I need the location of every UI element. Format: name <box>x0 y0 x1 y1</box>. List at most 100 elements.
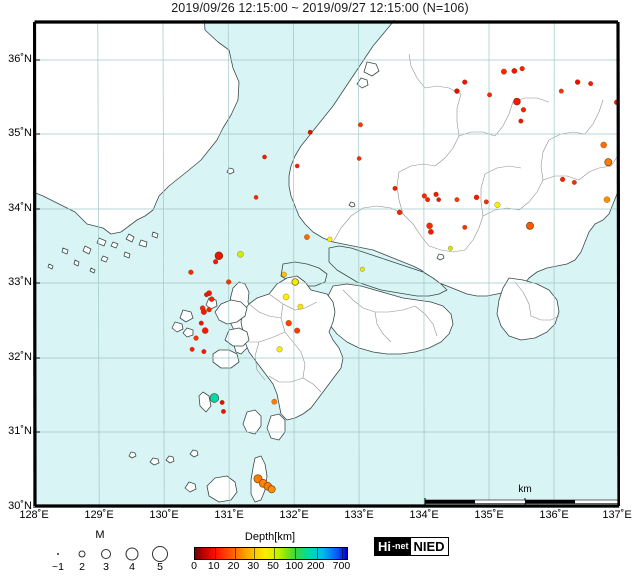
epicenter-marker[interactable] <box>262 154 267 160</box>
epicenter-marker[interactable] <box>253 195 259 200</box>
depth-label-100: 100 <box>285 560 304 572</box>
epicenter-marker[interactable] <box>462 79 468 85</box>
kuchinoerabu-island <box>184 481 197 493</box>
epicenter-marker[interactable] <box>518 118 524 124</box>
lon-tick-136: 136˚E <box>539 509 569 521</box>
epicenter-marker[interactable] <box>282 293 290 301</box>
epicenter-marker[interactable] <box>214 251 224 260</box>
epicenter-marker[interactable] <box>574 79 581 85</box>
epicenter-marker[interactable] <box>200 308 207 315</box>
oki-island-1 <box>363 61 380 77</box>
epicenter-marker[interactable] <box>392 185 398 191</box>
epicenter-marker[interactable] <box>428 229 434 235</box>
epicenter-marker[interactable] <box>297 303 304 310</box>
hinet-logo-text: Hi -net <box>375 538 411 555</box>
epicenter-marker[interactable] <box>558 88 564 94</box>
osumi-small-island-1 <box>149 457 160 466</box>
osumi-small-island-3 <box>128 451 137 459</box>
epicenter-marker[interactable] <box>500 68 507 75</box>
epicenter-marker[interactable] <box>193 335 199 341</box>
epicenter-marker[interactable] <box>421 193 427 199</box>
epicenter-marker[interactable] <box>494 201 501 208</box>
epicenter-marker[interactable] <box>209 296 215 302</box>
epicenter-marker[interactable] <box>487 92 492 98</box>
epicenter-marker[interactable] <box>276 346 283 353</box>
korea-island-12 <box>89 267 96 274</box>
epicenter-marker[interactable] <box>209 393 220 403</box>
epicenter-marker[interactable] <box>213 259 219 265</box>
epicenter-marker[interactable] <box>294 163 300 169</box>
epicenter-group[interactable] <box>188 66 620 494</box>
lon-tick-134: 134˚E <box>409 509 439 521</box>
epicenter-marker[interactable] <box>513 97 521 106</box>
epicenter-marker[interactable] <box>221 409 226 414</box>
epicenter-marker[interactable] <box>519 66 525 72</box>
map-plot-area[interactable]: km 0 100 200 <box>33 20 620 508</box>
korea-island-6 <box>151 231 159 239</box>
depth-label-50: 50 <box>267 560 279 572</box>
epicenter-marker[interactable] <box>473 194 480 201</box>
depth-label-200: 200 <box>306 560 325 572</box>
magnitude-symbol-3 <box>101 549 111 559</box>
hinet-nied-logo: Hi -net NIED <box>374 537 449 556</box>
epicenter-marker[interactable] <box>294 327 301 334</box>
korea-island-3 <box>110 241 119 249</box>
epicenter-marker[interactable] <box>600 141 607 149</box>
epicenter-marker[interactable] <box>483 199 489 205</box>
epicenter-marker[interactable] <box>204 292 209 298</box>
epicenter-marker[interactable] <box>448 245 453 251</box>
lon-tick-129: 129˚E <box>84 509 114 521</box>
epicenter-marker[interactable] <box>285 320 292 327</box>
epicenter-marker[interactable] <box>358 122 363 128</box>
epicenter-marker[interactable] <box>560 176 566 182</box>
epicenter-marker[interactable] <box>226 279 232 285</box>
epicenter-marker[interactable] <box>188 269 194 275</box>
koshikijima <box>198 391 212 413</box>
epicenter-marker[interactable] <box>454 197 460 203</box>
epicenter-marker[interactable] <box>189 346 195 352</box>
page-title: 2019/09/26 12:15:00 ~ 2019/09/27 12:15:0… <box>171 1 469 15</box>
epicenter-marker[interactable] <box>396 209 403 216</box>
magnitude-legend-title: M <box>95 529 105 541</box>
epicenter-marker[interactable] <box>201 327 209 334</box>
magnitude-symbol-1 <box>57 553 59 555</box>
epicenter-marker[interactable] <box>281 271 287 278</box>
kii-peninsula <box>496 277 560 341</box>
epicenter-marker[interactable] <box>433 191 439 197</box>
islet-2 <box>436 253 445 261</box>
epicenter-marker[interactable] <box>588 81 594 87</box>
depth-colorbar <box>194 547 348 560</box>
epicenter-marker[interactable] <box>571 180 577 185</box>
epicenter-marker[interactable] <box>462 224 468 230</box>
epicenter-marker[interactable] <box>198 320 204 326</box>
epicenter-marker[interactable] <box>356 156 362 161</box>
epicenter-marker[interactable] <box>327 236 333 242</box>
epicenter-marker[interactable] <box>511 68 518 74</box>
nagasaki-peninsula <box>214 299 248 325</box>
epicenter-marker[interactable] <box>291 278 299 286</box>
epicenter-marker[interactable] <box>426 222 433 230</box>
magnitude-label-row: ~1 2 3 4 5 <box>20 561 180 575</box>
epicenter-marker[interactable] <box>271 398 278 405</box>
epicenter-marker[interactable] <box>206 307 212 313</box>
epicenter-marker[interactable] <box>201 349 207 354</box>
epicenter-marker[interactable] <box>219 400 225 405</box>
magnitude-symbol-row <box>20 545 180 563</box>
lat-tick-30: 30˚N <box>8 500 32 512</box>
epicenter-marker[interactable] <box>425 197 430 203</box>
epicenter-marker[interactable] <box>359 266 365 272</box>
epicenter-marker[interactable] <box>436 197 441 202</box>
epicenter-marker[interactable] <box>520 107 527 113</box>
epicenter-marker[interactable] <box>454 88 460 94</box>
lon-tick-132: 132˚E <box>279 509 309 521</box>
epicenter-marker[interactable] <box>604 158 613 167</box>
epicenter-marker[interactable] <box>237 251 244 258</box>
map-canvas[interactable]: km 0 100 200 <box>33 20 620 508</box>
amakusa-island <box>212 349 240 369</box>
epicenter-marker[interactable] <box>307 129 313 135</box>
depth-tick-50 <box>274 548 276 559</box>
epicenter-marker[interactable] <box>526 221 534 230</box>
epicenter-marker[interactable] <box>603 196 611 203</box>
epicenter-marker[interactable] <box>304 234 310 240</box>
epicenter-marker[interactable] <box>267 485 276 494</box>
